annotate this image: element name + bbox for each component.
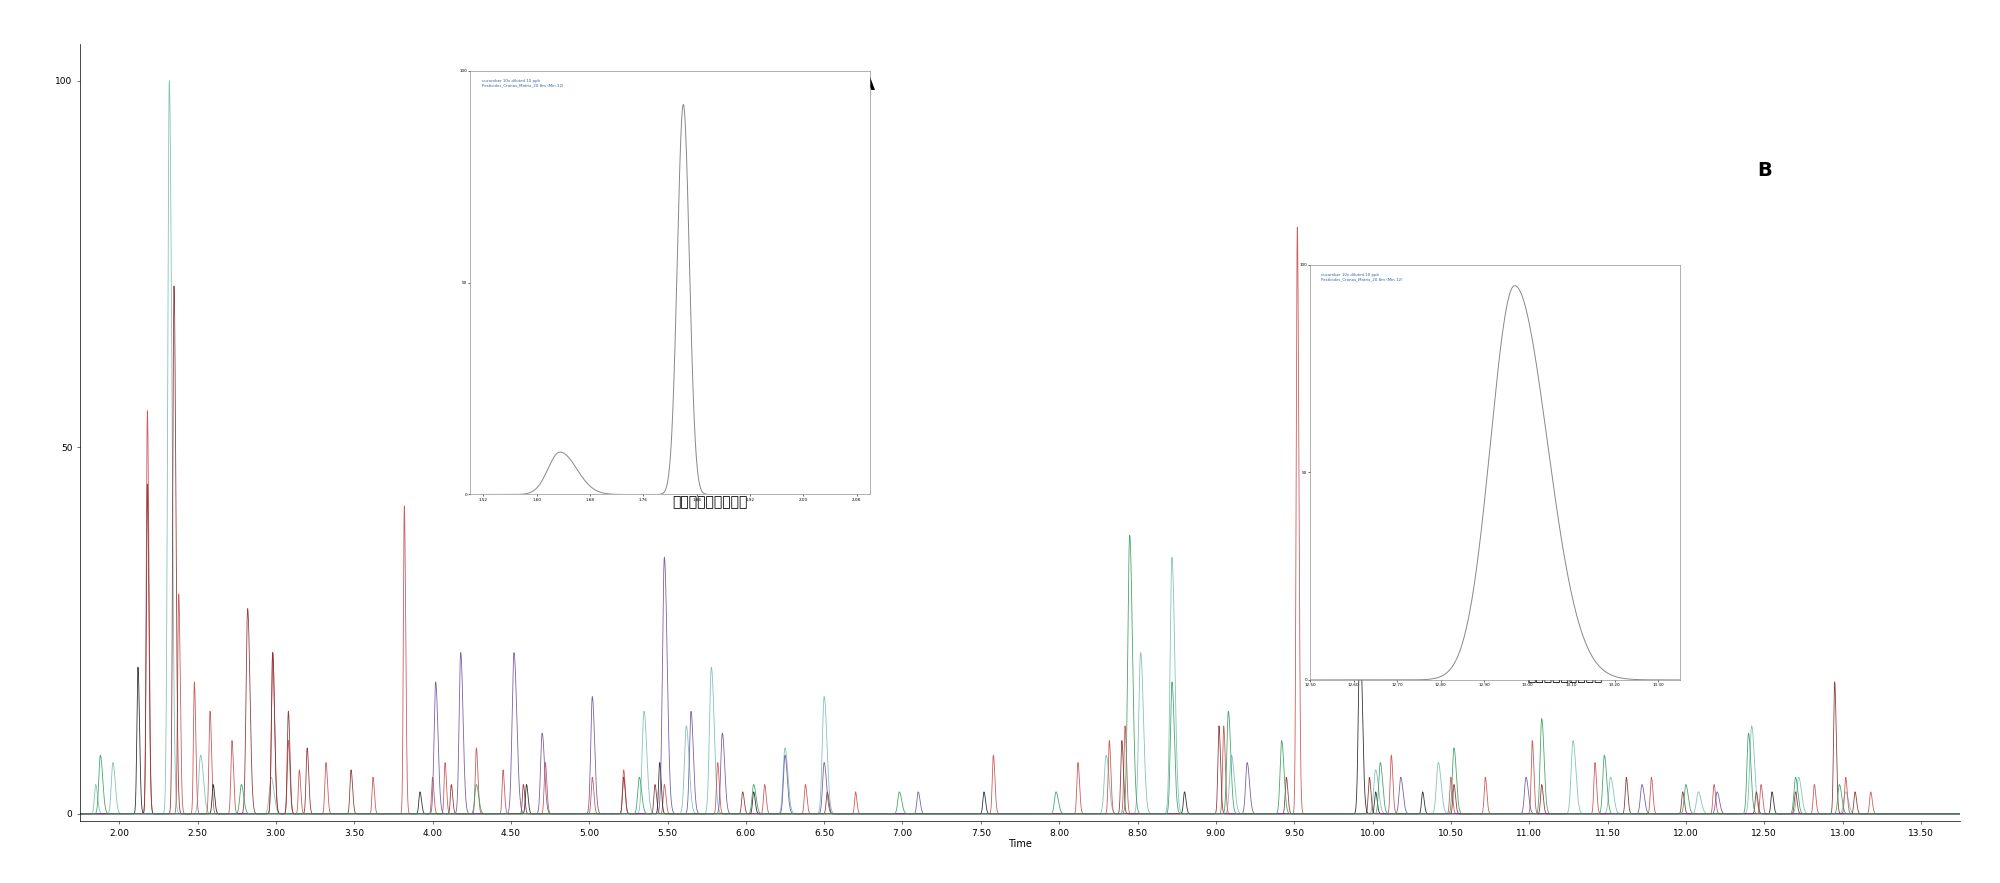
Text: 遅く溶出する分析種: 遅く溶出する分析種 <box>1528 669 1602 683</box>
Text: cucumber 10x diluted 10 ppb
Pesticides_Cronos_Matrix_20.8m (Min 12): cucumber 10x diluted 10 ppb Pesticides_C… <box>482 79 564 87</box>
Text: B: B <box>1756 161 1772 180</box>
X-axis label: Time: Time <box>1008 839 1032 849</box>
Text: A: A <box>860 75 876 94</box>
Text: cucumber 10x diluted 10 ppb
Pesticides_Cronos_Matrix_20.8m (Min 12): cucumber 10x diluted 10 ppb Pesticides_C… <box>1322 273 1402 282</box>
Text: 速く溶出する分析種: 速く溶出する分析種 <box>672 494 748 509</box>
